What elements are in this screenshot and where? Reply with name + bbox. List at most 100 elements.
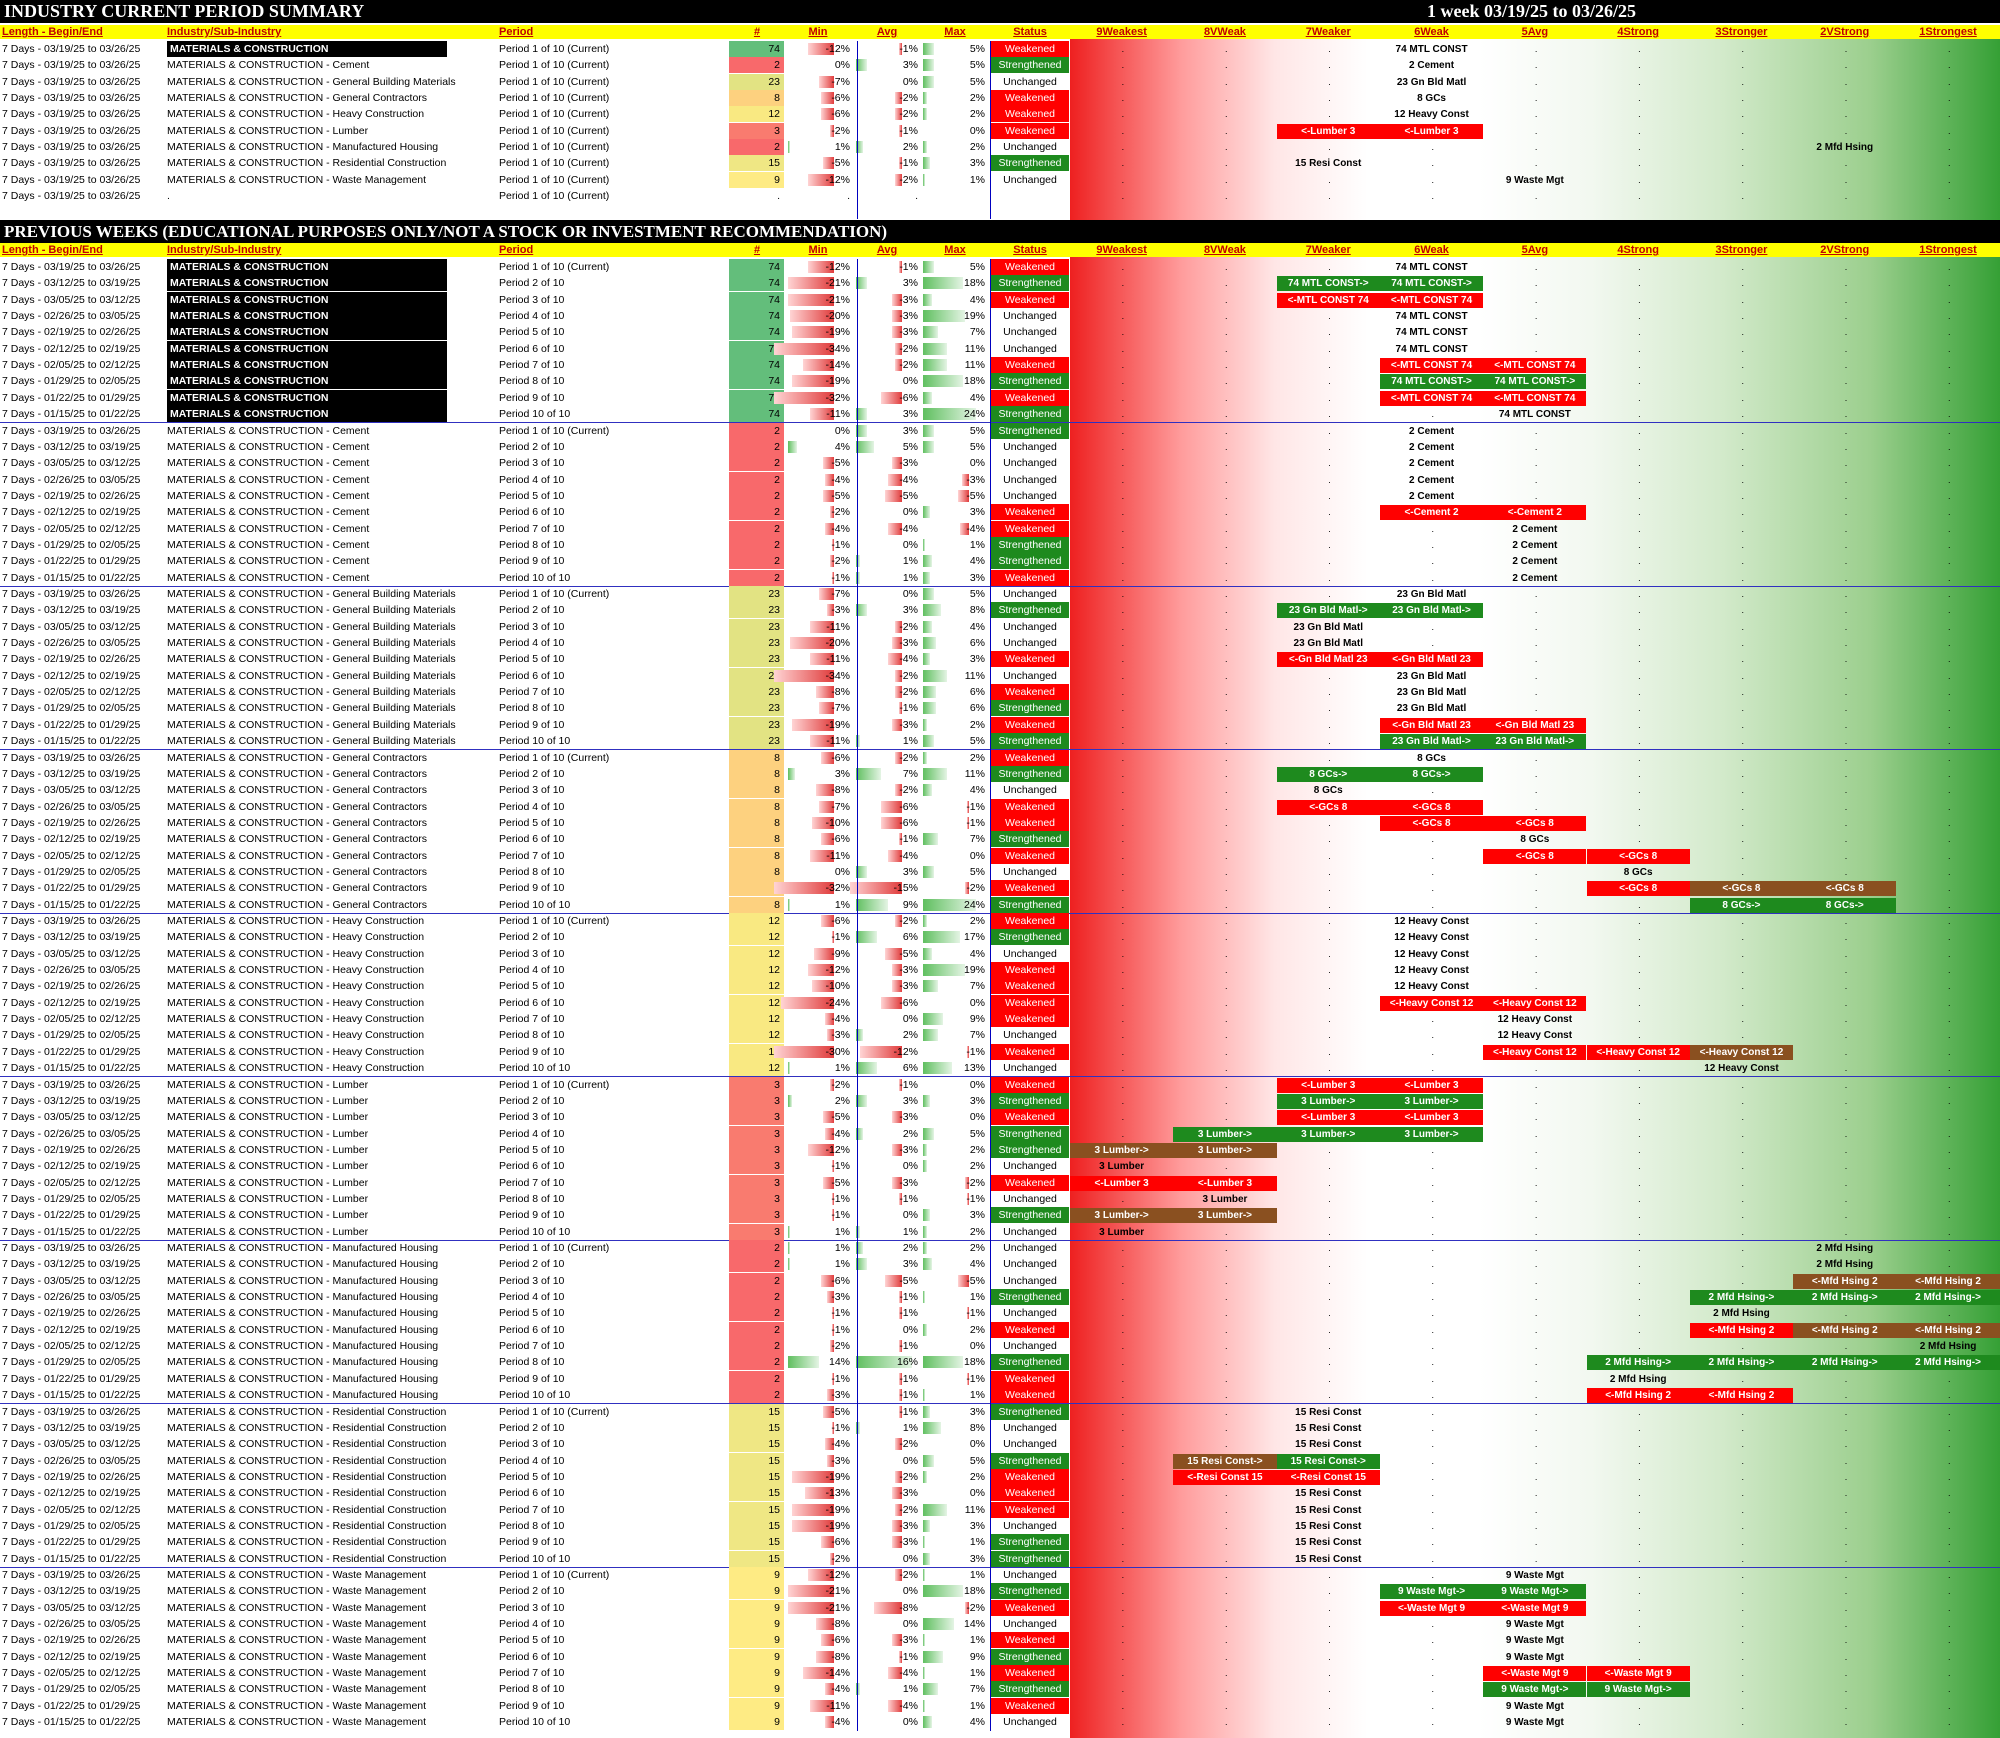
status-badge: Weakened <box>991 994 1069 1011</box>
level-placeholder: . <box>1844 932 1848 943</box>
level-placeholder: . <box>1844 703 1848 714</box>
min-cell: -6% <box>786 106 852 122</box>
level-placeholder: . <box>1741 670 1744 681</box>
max-value: 2% <box>969 915 985 927</box>
status-badge: Unchanged <box>1003 1519 1057 1532</box>
level-marker: 74 MTL CONST <box>1395 343 1468 355</box>
level-placeholder: . <box>1121 441 1125 452</box>
avg-bar <box>895 1503 902 1516</box>
min-cell: -12% <box>786 1142 852 1158</box>
level-placeholder: . <box>1948 1210 1951 1221</box>
level-placeholder: . <box>1328 589 1331 599</box>
max-bar <box>923 173 926 186</box>
level-placeholder: . <box>1948 60 1951 71</box>
min-cell: -3% <box>786 1289 852 1305</box>
max-bar <box>923 440 934 453</box>
max-value: 7% <box>969 1029 985 1042</box>
count-cell: 8 <box>729 831 784 848</box>
min-bar <box>820 833 834 846</box>
status-badge: Weakened <box>991 814 1069 831</box>
table-row: 7 Days - 03/19/25 to 03/26/25 MATERIALS &… <box>0 122 2000 139</box>
avg-cell: 2% <box>854 1027 920 1043</box>
min-bar <box>820 92 834 105</box>
min-bar <box>831 1160 834 1173</box>
level-placeholder: . <box>1638 1292 1641 1303</box>
level-marker: 23 Gn Bld Matl <box>1396 589 1467 600</box>
period-cell: Period 1 of 10 (Current) <box>499 108 610 121</box>
level-placeholder: . <box>1431 1406 1435 1417</box>
industry-cell: MATERIALS & CONSTRUCTION - General Build… <box>167 637 456 650</box>
level-placeholder: . <box>1844 981 1848 992</box>
avg-cell: -1% <box>854 700 920 716</box>
level-placeholder: . <box>1638 1030 1641 1041</box>
max-bar <box>923 604 941 617</box>
level-placeholder: . <box>1121 262 1125 272</box>
length-cell: 7 Days - 02/12/25 to 02/19/25 <box>2 342 141 355</box>
min-bar <box>788 1356 819 1369</box>
status-badge: Unchanged <box>1003 310 1057 323</box>
level-marker: 8 GCs <box>1417 93 1446 105</box>
max-bar <box>923 718 928 731</box>
level-placeholder: . <box>1121 174 1125 185</box>
period-cell: Period 10 of 10 <box>499 1062 571 1075</box>
industry-cell: MATERIALS & CONSTRUCTION - Cement <box>167 424 370 437</box>
level-placeholder: . <box>1328 932 1331 943</box>
level-placeholder: . <box>1121 60 1125 71</box>
level-placeholder: . <box>1224 1635 1228 1646</box>
level-placeholder: . <box>1948 125 1951 136</box>
max-cell: 9% <box>921 1649 987 1665</box>
level-placeholder: . <box>1741 474 1744 485</box>
max-cell: -1% <box>921 1191 987 1207</box>
min-bar <box>792 375 834 388</box>
status-badge: Strengthened <box>991 1452 1069 1469</box>
level-marker: 2 Cement <box>1409 425 1455 437</box>
level-marker: <-Resi Const 15 <box>1173 1469 1277 1485</box>
level-placeholder: . <box>1224 109 1228 120</box>
status-badge: Weakened <box>991 1370 1069 1387</box>
min-cell: 1% <box>786 1256 852 1272</box>
max-cell: -1% <box>921 1305 987 1321</box>
max-value: 6% <box>969 637 985 650</box>
avg-cell: -4% <box>854 848 920 864</box>
status-badge: Strengthened <box>991 1550 1069 1567</box>
min-value: -3% <box>831 1291 850 1304</box>
level-placeholder: . <box>1328 1308 1331 1319</box>
count-cell: 23 <box>729 651 784 668</box>
level-placeholder: . <box>1741 1259 1744 1270</box>
min-bar <box>829 124 834 137</box>
level-placeholder: . <box>1948 621 1951 632</box>
level-placeholder: . <box>1741 621 1744 632</box>
max-value: 1% <box>969 1291 985 1304</box>
min-value: -2% <box>831 555 850 568</box>
min-bar <box>831 931 834 944</box>
max-value: 19% <box>963 964 985 977</box>
level-placeholder: . <box>1224 1161 1228 1172</box>
level-placeholder: . <box>1328 76 1331 87</box>
industry-cell: MATERIALS & CONSTRUCTION - Lumber <box>167 1127 369 1140</box>
period-cell: Period 7 of 10 <box>499 1503 565 1516</box>
status-badge: Weakened <box>991 1109 1069 1126</box>
min-value: 2% <box>834 1094 850 1107</box>
level-placeholder: . <box>1121 1275 1125 1286</box>
level-placeholder: . <box>1948 474 1951 485</box>
level-placeholder: . <box>1224 687 1228 698</box>
avg-cell: -6% <box>854 995 920 1011</box>
status-badge: Unchanged <box>1003 173 1057 186</box>
level-marker: <-Lumber 3 <box>1276 1110 1380 1126</box>
max-cell: 3% <box>921 570 987 586</box>
level-marker: 3 Lumber-> <box>1276 1093 1380 1109</box>
status-badge: Unchanged <box>1003 1192 1057 1205</box>
min-value: -19% <box>825 326 850 339</box>
length-cell: 7 Days - 03/19/25 to 03/26/25 <box>2 108 141 121</box>
level-marker: 2 Mfd Hsing-> <box>1793 1355 1897 1371</box>
industry-cell: MATERIALS & CONSTRUCTION <box>167 324 447 341</box>
avg-cell: 0% <box>854 1714 920 1730</box>
max-cell: 3% <box>921 504 987 520</box>
level-placeholder: . <box>1741 507 1744 518</box>
count-cell: 15 <box>729 1403 784 1420</box>
level-marker: 3 Lumber-> <box>1276 1126 1380 1142</box>
level-placeholder: . <box>1741 1455 1744 1466</box>
level-placeholder: . <box>1431 1063 1435 1074</box>
max-cell: 3% <box>921 1404 987 1420</box>
min-value: 14% <box>828 1356 850 1369</box>
